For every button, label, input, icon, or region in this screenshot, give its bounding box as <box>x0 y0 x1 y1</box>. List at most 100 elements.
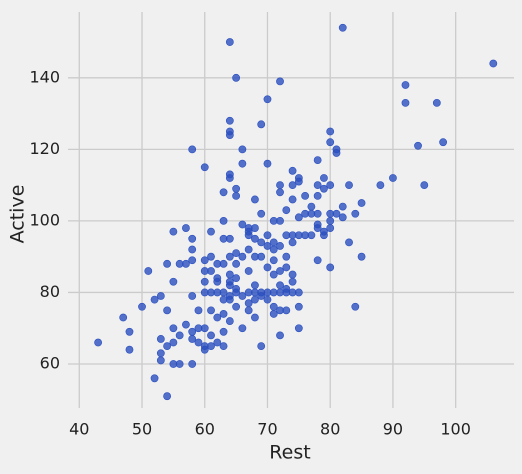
point <box>263 95 272 104</box>
y-tick-label: 60 <box>40 354 60 373</box>
point <box>207 331 215 340</box>
point <box>282 206 291 215</box>
point <box>288 238 297 247</box>
point <box>269 245 278 254</box>
point <box>357 199 366 207</box>
x-tick-label: 70 <box>257 420 277 439</box>
y-tick-label: 80 <box>40 282 60 301</box>
point <box>326 138 335 147</box>
point <box>94 338 103 347</box>
point <box>156 292 165 300</box>
point <box>345 181 353 190</box>
point <box>238 145 247 154</box>
point <box>238 292 247 300</box>
point <box>225 131 234 139</box>
point <box>276 242 284 250</box>
point <box>194 338 203 347</box>
point <box>320 184 328 193</box>
point <box>420 181 429 190</box>
point <box>219 342 228 351</box>
point <box>251 281 259 290</box>
point <box>188 145 197 154</box>
point <box>213 313 222 322</box>
point <box>213 338 222 347</box>
point <box>225 174 234 182</box>
point <box>307 231 316 240</box>
point <box>338 23 347 32</box>
point <box>169 277 178 286</box>
point <box>376 181 385 190</box>
point <box>276 267 284 275</box>
point <box>238 252 247 261</box>
point <box>294 302 303 311</box>
point <box>276 217 284 225</box>
point <box>263 159 272 168</box>
point <box>251 295 259 304</box>
x-tick-label: 90 <box>383 420 403 439</box>
point <box>219 310 228 318</box>
point <box>263 263 272 272</box>
point <box>301 191 310 200</box>
point <box>263 231 272 240</box>
point <box>257 238 266 247</box>
point <box>338 202 347 211</box>
point <box>332 209 341 218</box>
point <box>313 181 322 190</box>
point <box>188 234 197 243</box>
point <box>225 281 234 290</box>
point <box>207 342 215 351</box>
point <box>119 313 128 322</box>
y-tick-label: 140 <box>29 67 60 86</box>
point <box>251 313 259 322</box>
point <box>232 184 241 193</box>
point <box>320 174 328 182</box>
point <box>125 345 134 354</box>
point <box>225 116 234 125</box>
point <box>257 292 266 300</box>
point <box>207 227 215 236</box>
point <box>414 141 422 150</box>
point <box>307 202 316 211</box>
point <box>200 277 209 286</box>
point <box>207 267 215 275</box>
point <box>282 306 291 315</box>
point <box>200 163 209 172</box>
point <box>169 227 178 236</box>
point <box>175 331 184 340</box>
point <box>313 191 322 200</box>
point <box>232 302 241 311</box>
point <box>238 159 247 168</box>
point <box>182 259 190 268</box>
point <box>288 270 297 279</box>
point <box>244 245 253 254</box>
point <box>188 256 197 265</box>
point <box>338 213 347 222</box>
y-axis-label: Active <box>7 185 29 244</box>
point <box>244 231 253 240</box>
point <box>294 288 303 297</box>
point <box>232 259 241 268</box>
point <box>182 224 190 232</box>
point <box>489 59 498 68</box>
point <box>401 81 410 89</box>
point <box>213 274 222 283</box>
point <box>232 274 241 283</box>
point <box>244 267 253 275</box>
point <box>232 288 241 297</box>
point <box>225 38 234 46</box>
point <box>276 181 284 190</box>
point <box>156 335 165 343</box>
point <box>257 209 266 218</box>
point <box>200 324 209 333</box>
point <box>175 360 184 368</box>
point <box>251 224 259 232</box>
point <box>169 324 178 333</box>
point <box>263 295 272 304</box>
point <box>288 277 297 286</box>
point <box>257 252 266 261</box>
point <box>276 77 284 86</box>
point <box>163 342 172 351</box>
point <box>288 195 297 204</box>
point <box>332 149 341 157</box>
